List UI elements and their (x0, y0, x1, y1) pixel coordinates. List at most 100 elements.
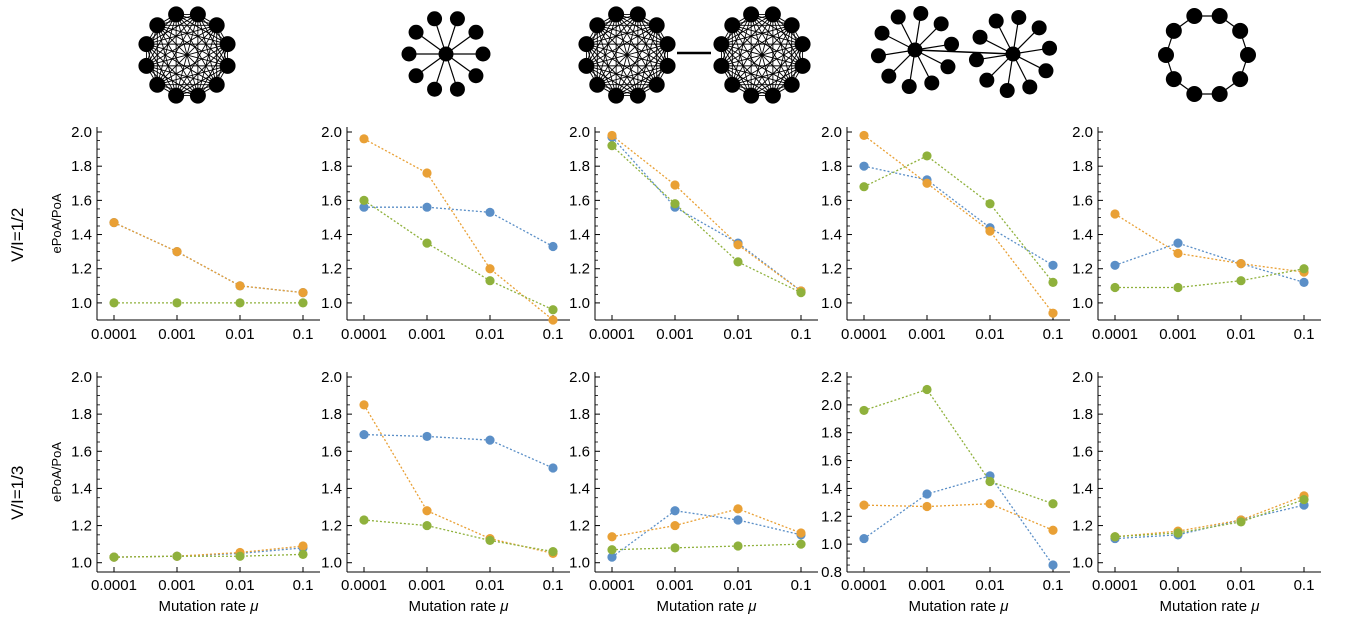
network-node (138, 57, 155, 74)
network-edge (596, 25, 639, 96)
network-node (968, 52, 984, 68)
network-node (972, 29, 988, 45)
network-node (933, 16, 949, 32)
x-tick-label: 0.01 (1226, 577, 1255, 594)
network-edge (731, 25, 774, 96)
data-point-green (607, 545, 617, 555)
data-point-green (1173, 528, 1183, 538)
data-point-green (235, 551, 245, 561)
y-tick-label: 1.0 (569, 295, 590, 312)
y-tick-label: 1.4 (821, 480, 842, 497)
data-point-green (1048, 499, 1058, 509)
network-node (901, 79, 917, 95)
data-point-green (670, 199, 680, 209)
network-node (1042, 40, 1058, 56)
x-tick-label: 0.1 (1043, 577, 1064, 594)
x-axis-label: Mutation rate μ (909, 598, 1009, 615)
data-point-green (359, 515, 369, 525)
x-tick-label: 0.0001 (341, 577, 387, 594)
series-line-green (363, 199, 554, 311)
network-edge (586, 43, 639, 96)
x-tick-label: 0.1 (543, 326, 564, 343)
x-tick-label: 0.01 (975, 577, 1004, 594)
y-tick-label: 1.8 (1072, 406, 1093, 423)
y-tick-label: 1.4 (71, 480, 92, 497)
network-node (449, 81, 465, 97)
y-tick-label: 1.6 (1072, 192, 1093, 209)
network-edge (750, 14, 774, 96)
y-tick-label: 1.2 (71, 518, 92, 535)
y-tick-label: 1.0 (1072, 555, 1093, 572)
network-node (475, 46, 491, 62)
data-point-green (548, 305, 558, 315)
x-tick-label: 0.001 (908, 577, 946, 594)
data-point-orange (670, 520, 680, 531)
x-axis-label: Mutation rate μ (409, 598, 509, 615)
y-tick-label: 0.8 (821, 564, 842, 581)
network-node (578, 36, 595, 53)
network-edge (721, 24, 792, 67)
x-tick-label: 0.1 (791, 577, 812, 594)
x-tick-label: 0.1 (543, 577, 564, 594)
data-point-green (1048, 277, 1058, 287)
network-node (890, 9, 906, 25)
data-point-green (922, 384, 932, 395)
y-tick-label: 1.2 (1072, 518, 1093, 535)
network-edge (175, 14, 199, 96)
y-tick-label: 1.4 (1072, 227, 1093, 244)
data-point-orange (985, 226, 995, 236)
series-line-orange (113, 221, 304, 294)
x-axis-label: Mutation rate μ (159, 598, 259, 615)
network-edge (731, 14, 752, 85)
data-point-orange (1110, 209, 1120, 219)
network-node (743, 87, 760, 104)
network-node (629, 87, 646, 104)
series-line-orange (363, 404, 554, 555)
network-node (944, 36, 960, 52)
y-tick-label: 2.0 (321, 369, 342, 386)
network-node (1211, 85, 1228, 102)
y-tick-label: 1.6 (569, 192, 590, 209)
data-point-green (359, 195, 369, 205)
x-tick-label: 0.001 (656, 577, 694, 594)
data-point-green (1110, 282, 1120, 293)
network-edge (156, 14, 177, 85)
network-edge (750, 14, 793, 85)
y-tick-label: 1.4 (321, 480, 342, 497)
x-tick-label: 0.0001 (841, 326, 887, 343)
y-tick-label: 2.0 (1072, 124, 1093, 141)
x-tick-label: 0.0001 (1092, 326, 1138, 343)
y-tick-label: 1.8 (821, 425, 842, 442)
network-node (208, 76, 225, 93)
series-line-green (611, 145, 802, 294)
series-line-blue (1114, 504, 1305, 540)
data-point-orange (1048, 525, 1058, 535)
x-tick-label: 0.001 (408, 326, 446, 343)
network-node (1038, 63, 1054, 79)
network-node (1232, 71, 1249, 88)
data-point-blue (422, 431, 432, 442)
y-tick-label: 1.6 (821, 192, 842, 209)
y-tick-label: 1.4 (821, 227, 842, 244)
data-point-orange (422, 506, 432, 516)
network-edge (615, 14, 658, 85)
data-point-green (422, 520, 432, 531)
data-point-blue (670, 506, 680, 516)
data-point-orange (796, 528, 806, 538)
x-tick-label: 0.01 (723, 577, 752, 594)
network-node (881, 68, 897, 84)
network-node (1031, 20, 1047, 36)
data-point-orange (733, 504, 743, 514)
y-tick-label: 1.2 (569, 518, 590, 535)
network-node (589, 76, 606, 93)
network-node (874, 25, 890, 41)
y-tick-label: 1.2 (321, 518, 342, 535)
y-tick-label: 2.0 (71, 124, 92, 141)
data-point-green (109, 552, 119, 562)
network-node (468, 68, 484, 84)
network-node (988, 13, 1004, 29)
y-tick-label: 1.0 (71, 555, 92, 572)
network-node (924, 75, 940, 91)
network-node (138, 36, 155, 53)
y-tick-label: 1.4 (1072, 480, 1093, 497)
